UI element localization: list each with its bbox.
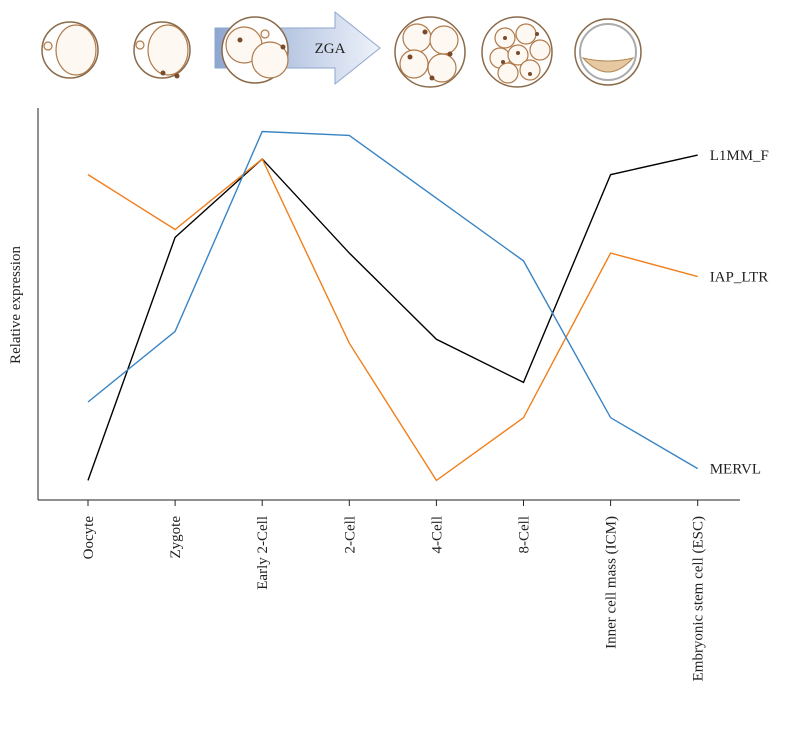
- x-tick-label: Inner cell mass (ICM): [604, 516, 620, 649]
- series-line: [87, 157, 698, 482]
- series-label: IAP_LTR: [710, 270, 769, 286]
- x-tick-label: Zygote: [168, 516, 184, 559]
- embryo-illustration: ZGA: [41, 10, 642, 88]
- x-tick-label: Embryonic stem cell (ESC): [691, 516, 707, 681]
- x-tick-label: Oocyte: [81, 516, 97, 560]
- y-axis-label: Relative expression: [8, 246, 24, 364]
- annotation: ZGA: [315, 41, 346, 57]
- series-line: [87, 130, 699, 470]
- series-line: [87, 154, 698, 481]
- x-tick-label: Early 2-Cell: [255, 516, 271, 590]
- series-label: MERVL: [710, 462, 761, 478]
- series-label: L1MM_F: [710, 148, 769, 164]
- x-tick-label: 2-Cell: [342, 516, 358, 554]
- x-tick-label: 4-Cell: [429, 516, 445, 554]
- x-tick-label: 8-Cell: [517, 516, 533, 554]
